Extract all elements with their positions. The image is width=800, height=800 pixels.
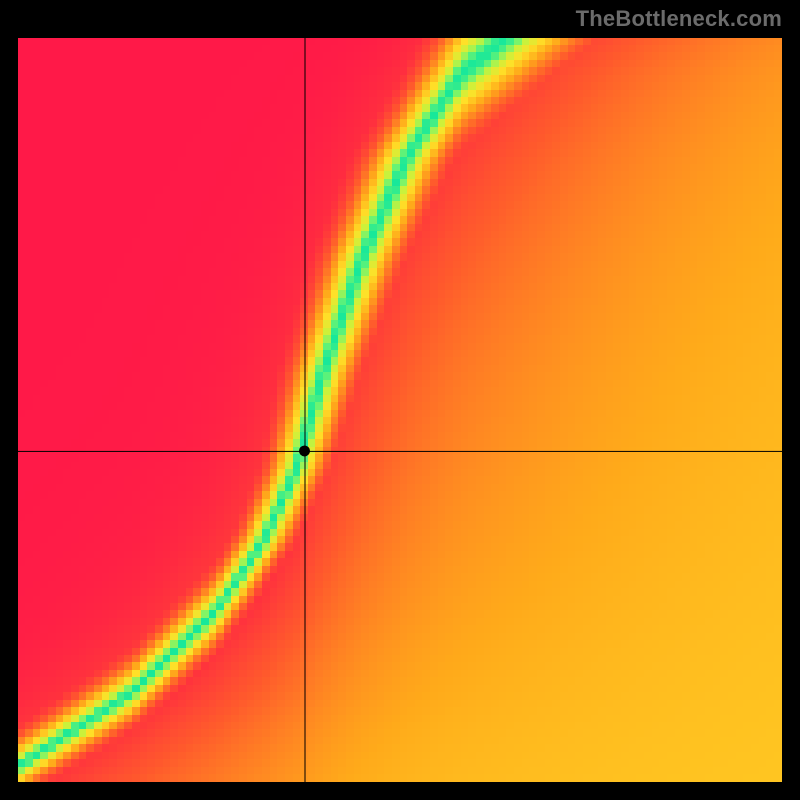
- bottleneck-heatmap: [18, 38, 782, 782]
- watermark-label: TheBottleneck.com: [576, 6, 782, 32]
- chart-container: TheBottleneck.com: [0, 0, 800, 800]
